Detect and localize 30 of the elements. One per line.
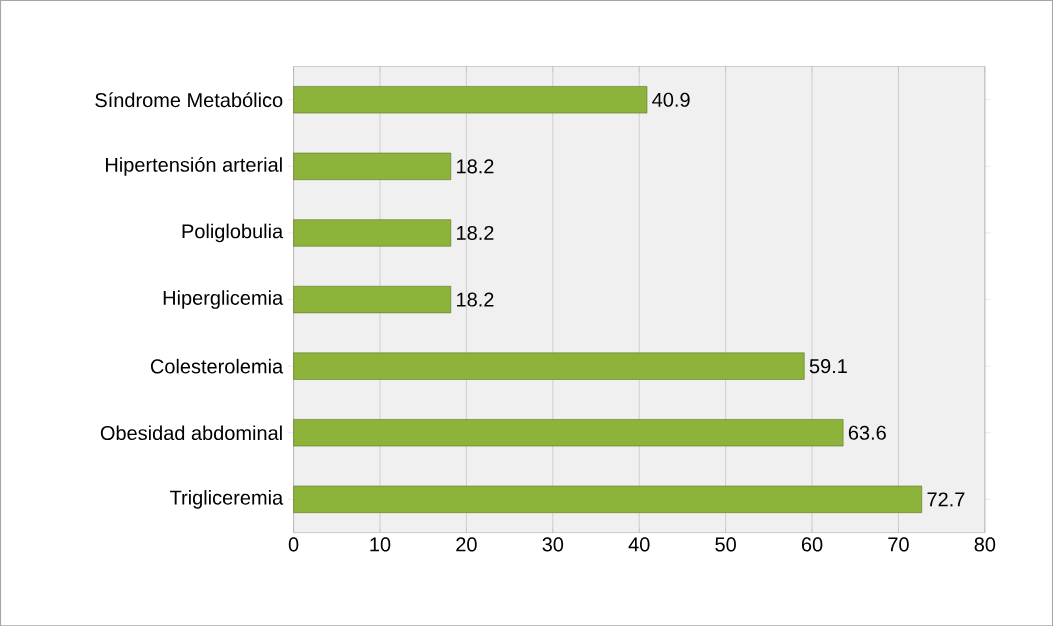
y-tick-label: Trigliceremia — [170, 489, 284, 509]
bar — [293, 152, 452, 180]
bar — [293, 219, 452, 247]
x-tick-label: 10 — [370, 537, 391, 552]
x-tick-label: 0 — [288, 537, 299, 552]
data-label: 18.2 — [457, 292, 494, 307]
x-tick-label: 60 — [801, 537, 823, 552]
x-tick-label: 20 — [456, 537, 477, 552]
bar — [293, 485, 923, 513]
data-label: 59.1 — [809, 358, 847, 374]
x-tick-label: 70 — [888, 537, 909, 552]
bar — [293, 352, 805, 380]
y-tick-label: Hiperglicemia — [163, 290, 284, 309]
data-label: 63.6 — [848, 425, 886, 440]
y-tick-label: Poliglobulia — [182, 223, 284, 243]
data-label: 72.7 — [927, 492, 965, 507]
y-tick-label: Obesidad abdominal — [100, 425, 282, 440]
x-tick-label: 30 — [542, 537, 564, 552]
data-label: 18.2 — [457, 159, 494, 174]
y-tick-label: Colesterolemia — [150, 358, 284, 374]
x-tick-label: 80 — [974, 537, 996, 552]
bar — [293, 285, 452, 313]
x-tick-label: 50 — [715, 537, 736, 552]
y-tick-label: Hipertensión arterial — [106, 156, 282, 176]
bar — [293, 85, 648, 114]
data-label: 40.9 — [652, 92, 690, 107]
x-tick-label: 40 — [628, 537, 650, 552]
data-label: 18.2 — [457, 225, 494, 240]
y-tick-label: Síndrome Metabólico — [95, 92, 283, 107]
bar — [293, 418, 844, 447]
